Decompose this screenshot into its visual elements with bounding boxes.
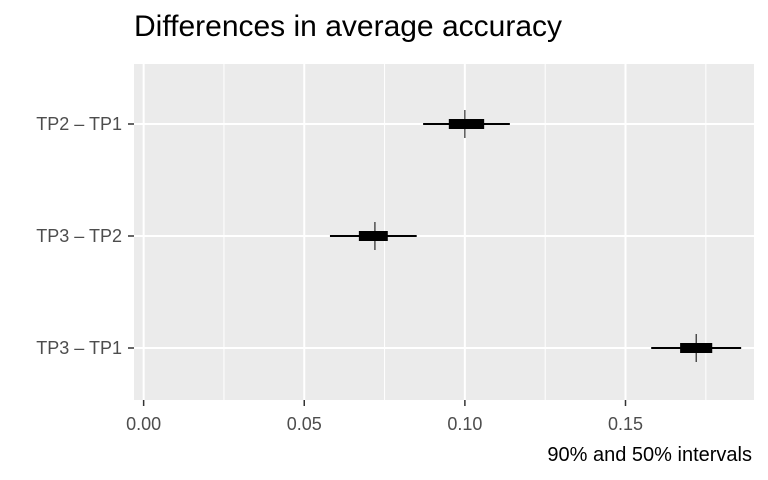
plot-panel [134,64,754,400]
chart-title: Differences in average accuracy [134,10,562,43]
x-tick-label: 0.10 [447,414,482,434]
x-tick-label: 0.00 [126,414,161,434]
x-tick-label: 0.05 [287,414,322,434]
x-axis: 0.00 0.05 0.10 0.15 [126,400,643,434]
x-tick-label: 0.15 [608,414,643,434]
y-tick-label: TP3 – TP1 [36,338,122,358]
chart-caption: 90% and 50% intervals [547,444,752,466]
y-axis: TP2 – TP1 TP3 – TP2 TP3 – TP1 [36,114,134,358]
inner-interval-box [448,119,485,129]
inner-interval-box [358,231,388,241]
major-gridlines [134,64,754,400]
y-tick-label: TP2 – TP1 [36,114,122,134]
y-tick-label: TP3 – TP2 [36,226,122,246]
interval-marks [329,110,742,362]
